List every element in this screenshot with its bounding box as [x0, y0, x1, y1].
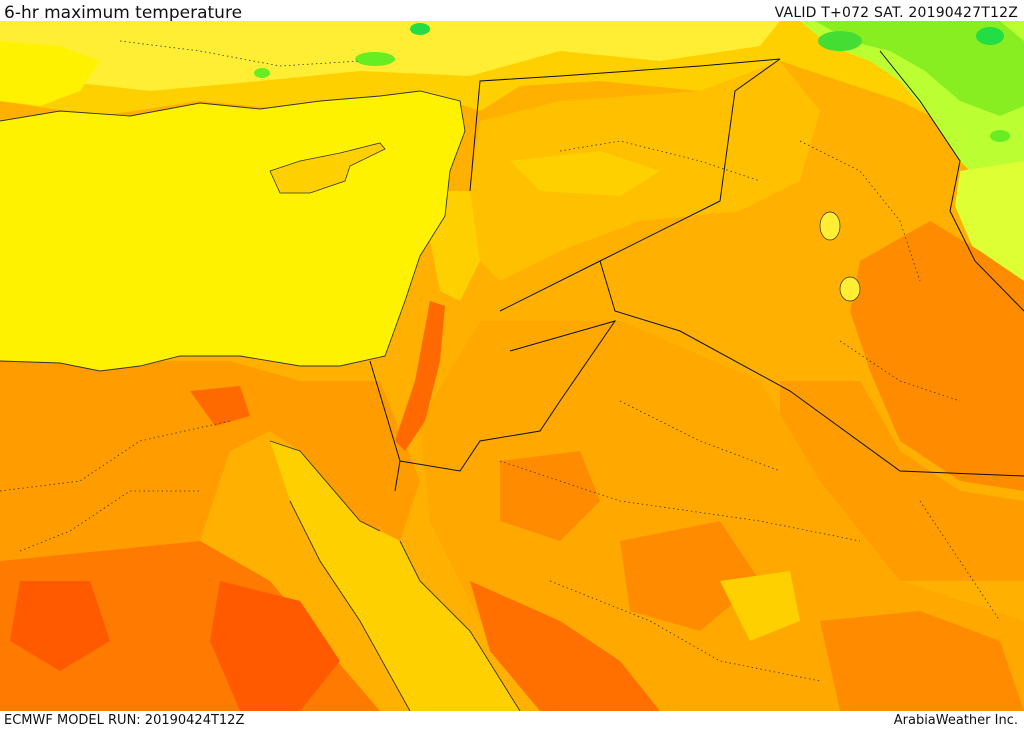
province-lines [0, 40, 1001, 682]
cool-spot-5 [254, 68, 270, 78]
province-line-1 [0, 420, 231, 492]
coastline-redsea-east [399, 540, 521, 711]
border-iran-iraq [879, 50, 1024, 312]
egypt-red-patches [10, 581, 110, 671]
aegean-sea [0, 41, 100, 106]
arabia-dark-patches-2 [620, 521, 760, 631]
red-sea [270, 441, 520, 711]
cool-spot-2 [818, 31, 862, 51]
border-egypt-israel [369, 360, 401, 492]
arabia-hot-strip [470, 581, 660, 711]
temperature-map[interactable] [0, 21, 1024, 711]
province-line-9 [839, 340, 961, 402]
syria-yellow-patches [510, 151, 660, 196]
iraq-hot-zone [850, 221, 1024, 491]
header-bar: 6-hr maximum temperature VALID T+072 SAT… [0, 0, 1024, 23]
province-line-4 [549, 580, 821, 682]
border-jordan-saudi [399, 320, 617, 472]
jordan-valley-hot [395, 301, 445, 451]
valid-time: VALID T+072 SAT. 20190427T12Z [774, 5, 1018, 21]
model-run-label: ECMWF MODEL RUN: 20190424T12Z [4, 713, 245, 728]
cool-spot-6 [990, 130, 1010, 142]
arabia-dark-patches [500, 451, 600, 541]
egypt-warm [0, 361, 420, 561]
egypt-red-patches-2 [210, 581, 340, 711]
cool-spot-1 [976, 27, 1004, 45]
arabia-light-patch [720, 571, 800, 641]
cool-zone-northeast-inner [815, 21, 1024, 116]
footer-bar: ECMWF MODEL RUN: 20190424T12Z ArabiaWeat… [0, 711, 1024, 729]
province-line-3 [499, 460, 861, 542]
cyprus-island [269, 142, 386, 194]
province-line-6 [799, 140, 921, 282]
coastline-redsea-inner [289, 500, 411, 711]
cool-spot-3 [355, 52, 395, 66]
credit-label: ArabiaWeather Inc. [893, 713, 1018, 728]
lake-2 [839, 276, 861, 302]
border-turkey-syria [469, 58, 781, 192]
province-line-10 [919, 500, 1001, 622]
coastline-redsea-west [269, 440, 381, 532]
lake-1 [819, 211, 841, 241]
border-iraq-saudi [599, 260, 1024, 477]
delta-hot-spot [190, 386, 250, 426]
cool-spot-4 [410, 23, 430, 35]
arabia-interior [420, 321, 1024, 711]
coastline-mediterranean [0, 90, 466, 372]
map-canvas [0, 21, 1024, 711]
map-title: 6-hr maximum temperature [4, 3, 243, 23]
arabia-south-hot [820, 611, 1024, 711]
border-syria-iraq [499, 58, 781, 312]
cool-zone-east-edge [955, 161, 1024, 291]
